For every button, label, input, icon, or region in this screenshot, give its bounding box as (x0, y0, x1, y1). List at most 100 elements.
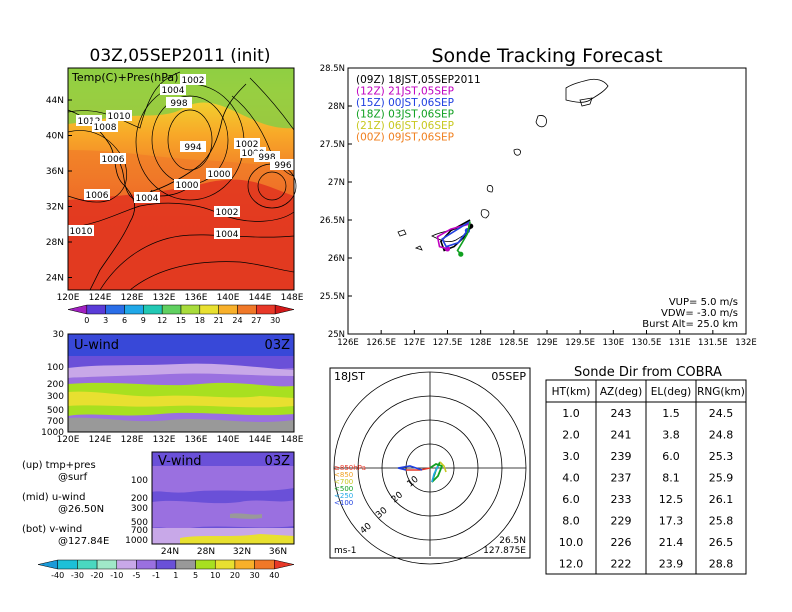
table-cell: 6.0 (562, 493, 580, 506)
table-cell: 222 (611, 558, 632, 571)
v-y-tick: 300 (131, 504, 148, 514)
table-cell: 6.0 (662, 450, 680, 463)
table-cell: 2.0 (562, 429, 580, 442)
polar-unit: ms-1 (334, 546, 356, 556)
colorbar-tick: 21 (214, 316, 224, 325)
trk-x-tick: 129.5E (565, 338, 595, 348)
v-wind-x-ticks: 24N 28N 32N 36N (161, 547, 287, 557)
colorbar-swatch (218, 304, 238, 315)
isobar-label: 996 (270, 159, 296, 171)
isobar-label: 1000 (206, 168, 232, 180)
table-cell: 4.0 (562, 472, 580, 485)
table-cell: 23.9 (659, 558, 684, 571)
wind-colorbar-tick: -40 (51, 571, 64, 580)
lat-label: 44N (46, 96, 64, 106)
note-line: @surf (58, 472, 88, 483)
lon-label: 124E (89, 293, 112, 303)
table-cell: 1.5 (662, 407, 680, 420)
table-cell: 25.8 (709, 515, 734, 528)
wind-colorbar-swatch (234, 559, 255, 570)
colorbar-tick: 18 (195, 316, 205, 325)
colorbar-tick: 15 (176, 316, 186, 325)
svg-text:1004: 1004 (136, 194, 159, 204)
wind-colorbar-tick: 40 (269, 571, 279, 580)
isobar-label: 1004 (214, 228, 240, 240)
hodograph-blue (397, 465, 423, 471)
u-wind-x-ticks: 120E 124E 128E 132E 136E 140E 144E 148E (57, 435, 304, 445)
note-line: @127.84E (58, 536, 109, 547)
wind-colorbar-tick: -10 (110, 571, 123, 580)
lat-label: 28N (46, 238, 64, 248)
trk-x-tick: 127.5E (433, 338, 463, 348)
u-y-tick: 1000 (41, 428, 64, 438)
trk-x-tick: 132E (735, 338, 757, 348)
left-map-lon-labels: 120E 124E 128E 132E 136E 140E 144E 148E (57, 293, 304, 303)
u-wind-frame (67, 333, 295, 433)
u-wind-time: 03Z (265, 338, 291, 353)
colorbar-tick: 6 (122, 316, 127, 325)
table-cell: 12.5 (659, 493, 684, 506)
v-x-tick: 28N (197, 547, 215, 557)
v-y-tick: 500 (131, 518, 148, 528)
u-y-tick: 500 (47, 406, 64, 416)
vdw-label: VDW= -3.0 m/s (661, 308, 738, 319)
polar-date: 05SEP (491, 370, 526, 383)
polar-lat: 26.5N (499, 536, 526, 546)
u-x-tick: 136E (185, 435, 208, 445)
polar-legend-entry: <850 (334, 471, 353, 479)
wind-colorbar-tick: 30 (250, 571, 260, 580)
polar-legend-entry: ≥850hPa (334, 464, 366, 472)
wind-colorbar-tick: -30 (71, 571, 84, 580)
colorbar-swatch (237, 304, 257, 315)
isobar-label: 1012 (76, 115, 102, 127)
trk-y-tick: 27.5N (320, 140, 345, 150)
island (414, 245, 423, 251)
colorbar-tick: 3 (103, 316, 108, 325)
u-x-tick: 140E (217, 435, 240, 445)
svg-text:1000: 1000 (176, 181, 199, 191)
isobar-label: 1010 (106, 110, 132, 122)
note-line: @26.50N (58, 504, 104, 515)
svg-text:998: 998 (258, 153, 275, 163)
lon-label: 136E (185, 293, 208, 303)
trk-x-tick: 127E (404, 338, 426, 348)
u-x-tick: 124E (89, 435, 112, 445)
island (579, 97, 593, 107)
polar-legend-entry: <500 (334, 485, 353, 493)
trk-x-tick: 130.5E (632, 338, 662, 348)
table-header: AZ(deg) (600, 386, 642, 398)
lon-label: 128E (121, 293, 144, 303)
u-y-tick: 700 (47, 417, 64, 427)
v-wind-band (180, 534, 294, 544)
track-line (441, 220, 471, 248)
tracking-legend-entry: (09Z) 18JST,05SEP2011 (356, 74, 481, 86)
legend-notes: (up) tmp+pres @surf (mid) u-wind @26.50N… (22, 460, 109, 547)
u-wind-panel: U-wind 03Z (67, 333, 295, 433)
u-wind-band (68, 363, 294, 378)
colorbar-swatch (199, 304, 219, 315)
lat-label: 40N (46, 132, 64, 142)
isobar-label: 1004 (160, 84, 186, 96)
tracking-x-ticks: 126E 126.5E 127E 127.5E 128E 128.5E 129E 129.5E… (337, 330, 757, 348)
table-title: Sonde Dir from COBRA (574, 365, 722, 380)
wind-colorbar-swatch (37, 559, 58, 570)
wind-colorbar-swatch (195, 559, 216, 570)
wind-colorbar-swatch (136, 559, 157, 570)
u-y-tick: 100 (47, 363, 64, 373)
wind-colorbar-swatch (57, 559, 78, 570)
svg-text:1002: 1002 (236, 140, 259, 150)
wind-colorbar: -40 -30 -20 -10 -5 -1 1 5 10 20 30 40 (37, 559, 295, 580)
svg-text:1008: 1008 (94, 123, 117, 133)
svg-text:996: 996 (274, 161, 291, 171)
lon-label: 120E (57, 293, 80, 303)
table-cell: 28.8 (709, 558, 734, 571)
svg-text:994: 994 (184, 143, 201, 153)
table-cell: 1.0 (562, 407, 580, 420)
table-cell: 8.0 (562, 515, 580, 528)
tracking-title: Sonde Tracking Forecast (431, 45, 662, 67)
colorbar-swatch (105, 304, 125, 315)
island (535, 115, 547, 128)
table-cell: 17.3 (659, 515, 684, 528)
